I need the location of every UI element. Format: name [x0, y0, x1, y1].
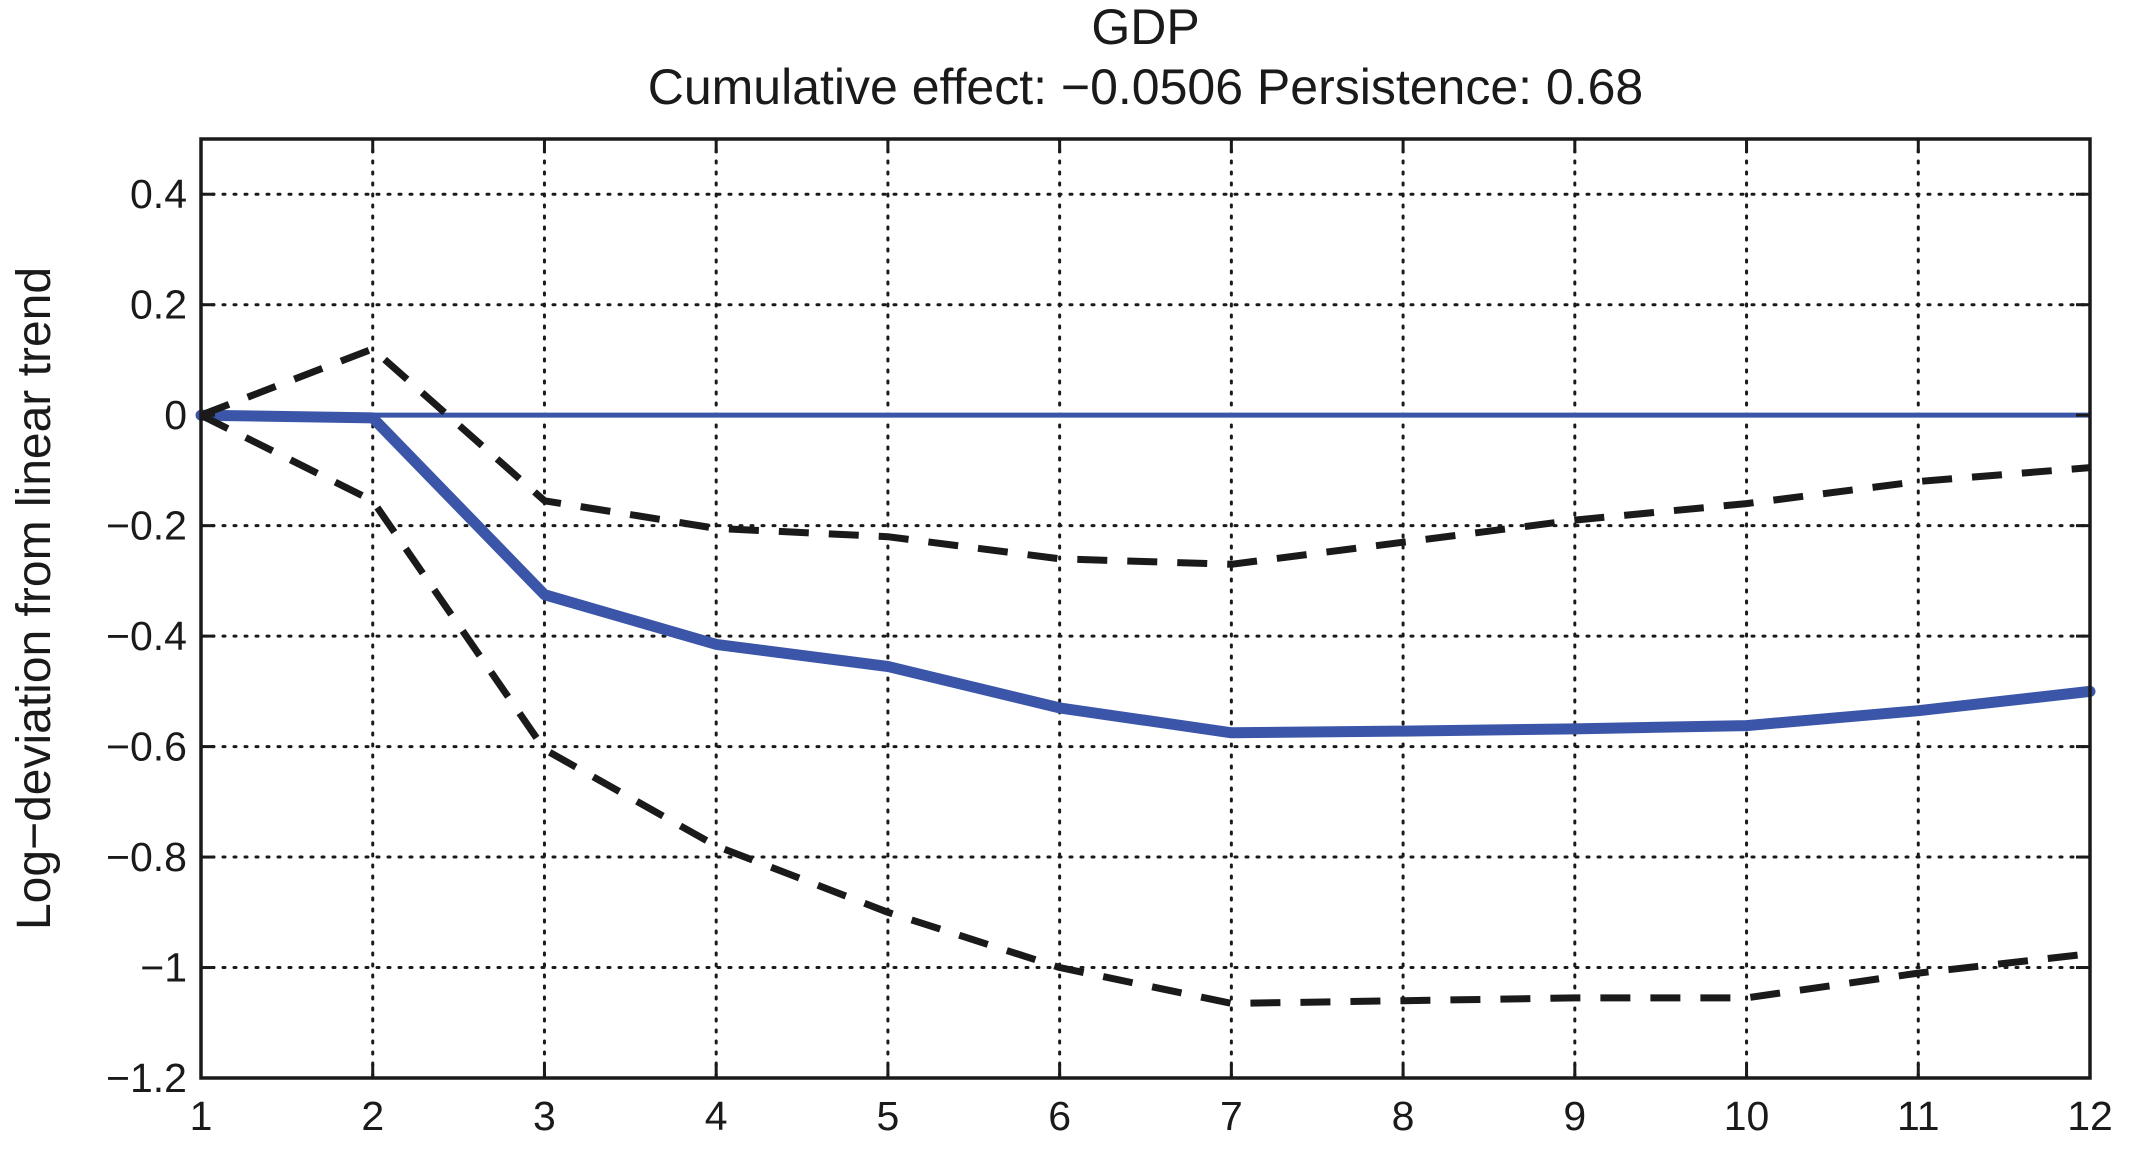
ticks-layer	[201, 139, 2090, 1078]
chart-subtitle: Cumulative effect: −0.0506 Persistence: …	[648, 59, 1644, 115]
y-tick-label: −1.2	[106, 1055, 187, 1101]
y-tick-label: 0.2	[130, 282, 187, 328]
x-tick-label: 11	[1897, 1093, 1940, 1139]
y-tick-label: −0.8	[106, 834, 187, 880]
impulse-response-line	[201, 415, 2090, 733]
x-tick-label: 5	[877, 1093, 900, 1139]
x-tick-label: 9	[1563, 1093, 1586, 1139]
y-axis-label: Log−deviation from linear trend	[8, 267, 61, 930]
x-tick-label: 3	[533, 1093, 556, 1139]
lower-confidence-band-line	[201, 415, 2090, 1003]
x-tick-label: 1	[190, 1093, 213, 1139]
x-tick-label: 6	[1048, 1093, 1071, 1139]
x-tick-label: 12	[2067, 1093, 2113, 1139]
x-tick-label: 2	[361, 1093, 384, 1139]
grid-layer	[201, 139, 2090, 1078]
plot-frame	[201, 139, 2090, 1078]
y-tick-label: 0.4	[130, 171, 187, 217]
x-tick-label: 4	[705, 1093, 728, 1139]
series-layer	[201, 349, 2090, 1004]
y-tick-label: −0.2	[106, 503, 187, 549]
chart-title: GDP	[1091, 0, 1199, 55]
y-tick-label: −0.6	[106, 724, 187, 770]
x-tick-label: 10	[1724, 1093, 1770, 1139]
y-tick-label: 0	[164, 392, 187, 438]
x-tick-label: 7	[1220, 1093, 1243, 1139]
y-tick-label: −1	[140, 945, 187, 991]
y-tick-label: −0.4	[106, 613, 187, 659]
frame-layer	[201, 139, 2090, 1078]
x-tick-label: 8	[1392, 1093, 1415, 1139]
